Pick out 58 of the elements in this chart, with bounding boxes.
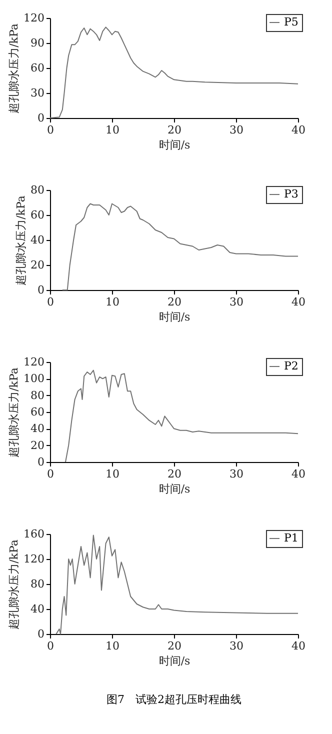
- x-axis-title: 时间/s: [158, 138, 191, 152]
- y-tick-label: 90: [30, 36, 44, 50]
- x-tick-label: 20: [168, 124, 182, 136]
- x-tick-label: 40: [292, 468, 306, 480]
- line-series: [56, 534, 298, 634]
- x-tick-label: 10: [106, 640, 120, 652]
- x-tick-label: 20: [168, 640, 182, 652]
- x-tick-label: 10: [106, 296, 120, 308]
- caption: 图7 试验2超孔压时程曲线: [106, 693, 242, 706]
- line-series: [62, 203, 298, 290]
- y-tick-label: 0: [38, 284, 44, 296]
- y-tick-label: 160: [24, 528, 44, 540]
- x-tick-label: 40: [292, 640, 306, 652]
- legend-label: P3: [284, 188, 298, 200]
- y-tick-label: 0: [38, 456, 44, 468]
- x-tick-label: 20: [168, 468, 182, 480]
- x-tick-label: 30: [230, 468, 244, 480]
- x-tick-label: 10: [106, 124, 120, 136]
- y-tick-label: 120: [24, 356, 44, 368]
- y-tick-label: 80: [30, 184, 44, 196]
- x-tick-label: 40: [292, 124, 306, 136]
- y-tick-label: 80: [30, 388, 44, 402]
- line-series: [65, 370, 298, 462]
- y-axis-title: 超孔隙水压力/kPa: [14, 195, 28, 286]
- y-tick-label: 60: [30, 208, 44, 222]
- x-tick-label: 30: [230, 640, 244, 652]
- y-tick-label: 20: [30, 258, 44, 272]
- x-axis-title: 时间/s: [158, 654, 191, 668]
- y-tick-label: 30: [30, 86, 44, 100]
- legend-label: P1: [284, 532, 298, 544]
- x-tick-label: 20: [168, 296, 182, 308]
- y-tick-label: 60: [30, 62, 44, 74]
- y-tick-label: 40: [30, 234, 44, 246]
- y-tick-label: 0: [38, 112, 44, 124]
- y-tick-label: 120: [24, 552, 44, 566]
- x-tick-label: 0: [47, 124, 54, 136]
- y-tick-label: 40: [30, 602, 44, 616]
- x-tick-label: 40: [292, 296, 306, 308]
- x-tick-label: 0: [47, 468, 54, 480]
- y-tick-label: 40: [30, 422, 44, 436]
- y-axis-title: 超孔隙水压力/kPa: [8, 367, 21, 458]
- x-tick-label: 0: [47, 296, 54, 308]
- y-tick-label: 120: [24, 12, 44, 24]
- x-tick-label: 30: [230, 124, 244, 136]
- y-tick-label: 100: [24, 372, 44, 386]
- x-axis-title: 时间/s: [158, 310, 191, 324]
- x-tick-label: 30: [230, 296, 244, 308]
- legend-label: P2: [284, 360, 298, 372]
- x-tick-label: 10: [106, 468, 120, 480]
- y-axis-title: 超孔隙水压力/kPa: [8, 23, 21, 114]
- x-tick-label: 0: [47, 640, 54, 652]
- y-tick-label: 0: [38, 628, 44, 640]
- x-axis-title: 时间/s: [158, 482, 191, 496]
- y-tick-label: 20: [30, 438, 44, 452]
- y-tick-label: 60: [30, 406, 44, 418]
- legend-label: P5: [284, 16, 298, 28]
- y-tick-label: 80: [30, 578, 44, 590]
- y-axis-title: 超孔隙水压力/kPa: [8, 539, 21, 630]
